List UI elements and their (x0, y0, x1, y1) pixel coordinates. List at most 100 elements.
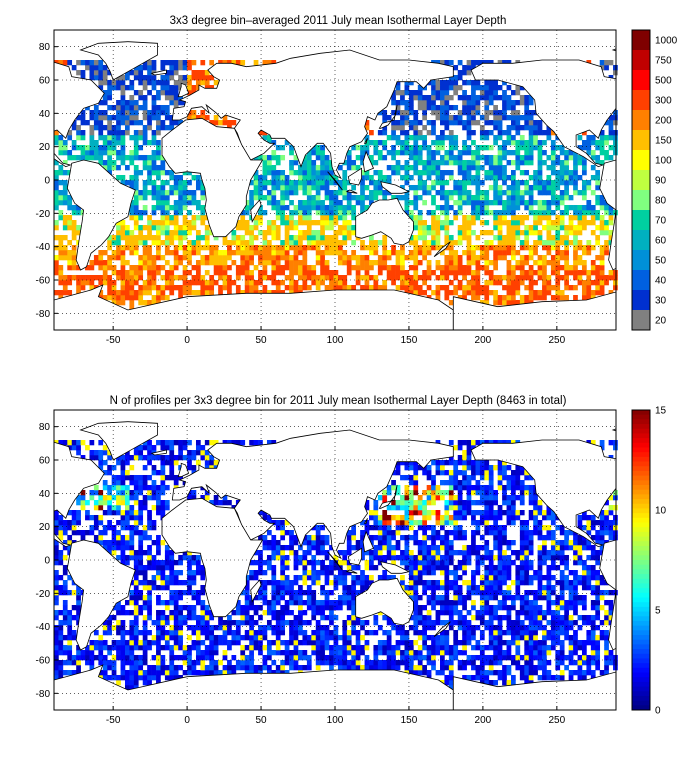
data-cell (586, 640, 592, 646)
data-cell (537, 210, 543, 216)
data-cell (408, 655, 414, 661)
data-cell (302, 205, 308, 211)
data-cell (377, 645, 383, 651)
data-cell (550, 210, 556, 216)
data-cell (466, 135, 472, 141)
data-cell (510, 600, 516, 606)
data-cell (337, 260, 343, 266)
data-cell (156, 585, 161, 591)
data-cell (537, 190, 543, 196)
data-cell (479, 675, 485, 681)
data-cell (222, 285, 228, 291)
data-cell (537, 145, 543, 151)
data-cell (440, 105, 445, 111)
data-cell (320, 225, 325, 231)
data-cell (156, 255, 161, 261)
data-cell (555, 220, 561, 226)
data-cell (431, 605, 436, 611)
data-cell (102, 140, 108, 146)
data-cell (502, 105, 507, 111)
data-cell (120, 300, 126, 306)
data-cell (462, 230, 467, 236)
data-cell (533, 110, 538, 116)
data-cell (444, 210, 450, 216)
data-cell (488, 270, 494, 276)
data-cell (129, 590, 135, 596)
data-cell (444, 135, 450, 141)
data-cell (462, 285, 467, 291)
data-cell (533, 290, 538, 296)
data-cell (147, 680, 152, 686)
data-cell (156, 625, 161, 631)
data-cell (391, 150, 396, 156)
data-cell (475, 110, 481, 116)
data-cell (262, 610, 268, 616)
data-cell (160, 570, 166, 576)
data-cell (324, 615, 330, 621)
data-cell (524, 675, 530, 681)
data-cell (129, 645, 135, 651)
data-cell (573, 275, 578, 281)
data-cell (138, 675, 144, 681)
data-cell (62, 645, 68, 651)
data-cell (413, 240, 419, 246)
data-cell (448, 140, 454, 146)
data-cell (484, 145, 490, 151)
data-cell (67, 275, 73, 281)
data-cell (453, 255, 459, 261)
data-cell (444, 85, 450, 91)
data-cell (271, 660, 277, 666)
data-cell (608, 615, 614, 621)
data-cell (373, 250, 379, 256)
data-cell (302, 245, 308, 251)
data-cell (182, 200, 188, 206)
data-cell (298, 655, 303, 661)
data-cell (431, 290, 436, 296)
data-cell (479, 290, 485, 296)
data-cell (266, 230, 272, 236)
data-cell (431, 220, 436, 226)
data-cell (93, 630, 99, 636)
data-cell (577, 175, 583, 181)
data-cell (595, 590, 601, 596)
data-cell (466, 590, 472, 596)
data-cell (58, 640, 64, 646)
data-cell (333, 285, 339, 291)
data-cell (107, 615, 112, 621)
data-cell (493, 125, 498, 131)
data-cell (67, 155, 73, 161)
data-cell (537, 220, 543, 226)
data-cell (222, 625, 228, 631)
data-cell (173, 175, 179, 181)
data-cell (120, 85, 126, 91)
data-cell (471, 200, 476, 206)
data-cell (222, 235, 228, 241)
data-cell (351, 585, 357, 591)
data-cell (524, 235, 530, 241)
data-cell (262, 635, 268, 641)
data-cell (324, 170, 330, 176)
data-cell (271, 180, 277, 186)
data-cell (550, 150, 556, 156)
data-cell (519, 605, 525, 611)
data-cell (147, 585, 152, 591)
data-cell (475, 610, 481, 616)
data-cell (280, 615, 286, 621)
data-cell (408, 265, 414, 271)
data-cell (258, 625, 263, 631)
data-cell (280, 170, 286, 176)
data-cell (555, 635, 561, 641)
data-cell (200, 260, 206, 266)
data-cell (493, 605, 498, 611)
data-cell (431, 655, 436, 661)
data-cell (577, 595, 583, 601)
data-cell (275, 245, 281, 251)
data-cell (169, 645, 175, 651)
data-cell (160, 125, 166, 131)
data-cell (133, 615, 139, 621)
data-cell (293, 665, 299, 671)
data-cell (564, 230, 569, 236)
data-cell (280, 290, 286, 296)
data-cell (102, 125, 108, 131)
data-cell (133, 645, 139, 651)
